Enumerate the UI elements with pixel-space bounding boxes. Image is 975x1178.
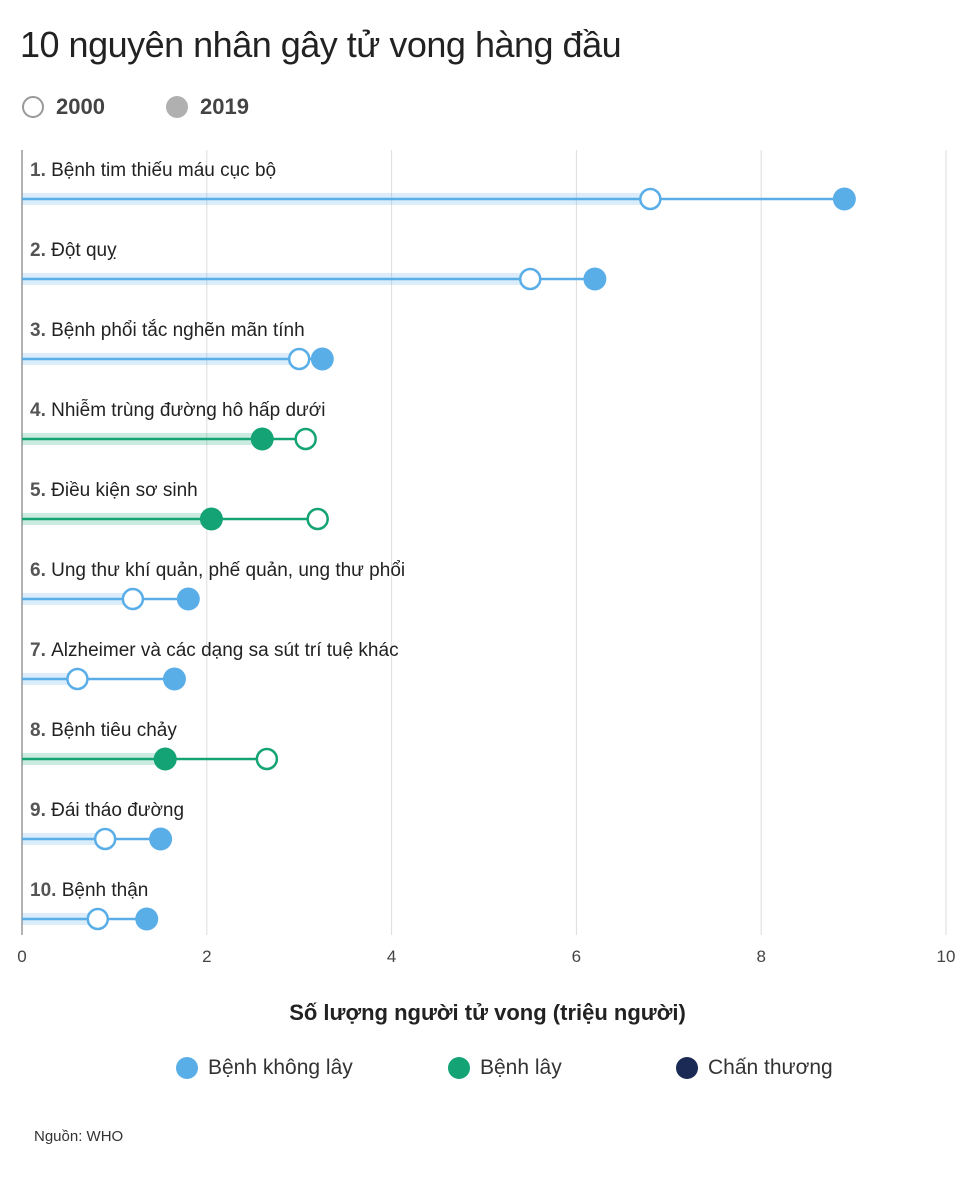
point-2019	[583, 267, 607, 291]
legend-2000: 2000	[22, 94, 105, 120]
x-tick-label: 10	[937, 947, 956, 966]
point-2000	[306, 507, 329, 531]
point-2000	[287, 347, 311, 371]
source-note: Nguồn: WHO	[34, 1128, 124, 1145]
row-label: 3. Bệnh phổi tắc nghẽn mãn tính	[30, 319, 305, 341]
point-2019	[250, 427, 274, 451]
point-2000	[255, 747, 279, 771]
row-label: 2. Đột quỵ	[30, 240, 117, 261]
row-label: 7. Alzheimer và các dạng sa sút trí tuệ …	[30, 640, 399, 661]
legend-noncommunicable: Bệnh không lây	[176, 1056, 353, 1080]
x-axis-label: Số lượng người tử vong (triệu người)	[289, 1000, 686, 1025]
row-label: 5. Điều kiện sơ sinh	[30, 480, 198, 501]
point-2019	[153, 747, 177, 771]
filled-circle-icon	[166, 96, 188, 118]
legend-label: 2000	[56, 94, 105, 119]
x-tick-label: 2	[202, 947, 211, 966]
circle-icon	[448, 1057, 470, 1079]
legend-injuries: Chấn thương	[676, 1056, 833, 1080]
row-label: 10. Bệnh thận	[30, 880, 148, 901]
row-label: 9. Đái tháo đường	[30, 800, 184, 821]
plot-area: 0 2 4 6 8 10 1. Bệnh tim thiếu máu cục bộ 2. Độ…	[17, 150, 956, 966]
point-2000	[66, 667, 89, 691]
x-tick-label: 8	[756, 947, 765, 966]
row-label: 4. Nhiễm trùng đường hô hấp dưới	[30, 399, 325, 421]
row-label: 8. Bệnh tiêu chảy	[30, 720, 177, 741]
x-tick-label: 6	[572, 947, 581, 966]
point-2019	[176, 587, 200, 611]
x-tick-label: 0	[17, 947, 26, 966]
point-2019	[135, 907, 159, 931]
point-2019	[832, 187, 856, 211]
circle-icon	[676, 1057, 698, 1079]
point-2019	[310, 347, 334, 371]
point-2000	[294, 427, 317, 451]
row-label: 1. Bệnh tim thiếu máu cục bộ	[30, 160, 276, 181]
point-2019	[149, 827, 173, 851]
legend-label: Chấn thương	[708, 1056, 833, 1079]
legend-2019: 2019	[166, 94, 249, 120]
open-circle-icon	[22, 96, 44, 118]
legend-label: Bệnh không lây	[208, 1056, 353, 1079]
legend-communicable: Bệnh lây	[448, 1056, 562, 1080]
x-tick-label: 4	[387, 947, 396, 966]
point-2019	[199, 507, 223, 531]
row-label: 6. Ung thư khí quản, phế quản, ung thư p…	[30, 560, 405, 581]
point-2000	[86, 907, 110, 931]
legend-label: 2019	[200, 94, 249, 119]
point-2000	[639, 187, 662, 211]
circle-icon	[176, 1057, 198, 1079]
chart-title: 10 nguyên nhân gây tử vong hàng đầu	[20, 24, 622, 65]
point-2000	[93, 827, 117, 851]
point-2000	[518, 267, 542, 291]
point-2019	[162, 667, 186, 691]
point-2000	[121, 587, 145, 611]
legend-label: Bệnh lây	[480, 1056, 562, 1079]
